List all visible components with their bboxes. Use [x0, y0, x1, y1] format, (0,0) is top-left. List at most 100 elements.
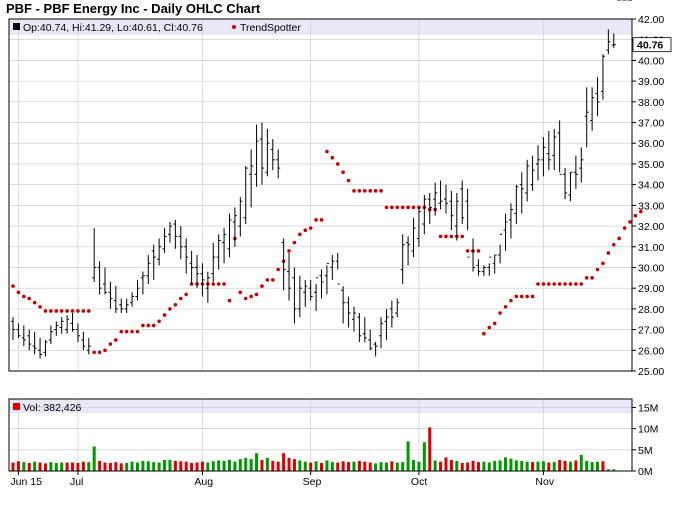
- ohlc-bar: [297, 275, 302, 318]
- volume-bar: [163, 459, 167, 471]
- ohlc-bar: [384, 308, 389, 340]
- ohlc-bar: [406, 236, 411, 266]
- volume-bar: [433, 460, 437, 471]
- trendspotter-point: [482, 331, 486, 336]
- trendspotter-point: [368, 189, 373, 193]
- ohlc-bar: [173, 219, 178, 249]
- volume-bar: [374, 463, 378, 471]
- volume-bar: [504, 457, 508, 471]
- ohlc-bar: [227, 213, 232, 258]
- volume-bar: [60, 462, 64, 471]
- ohlc-bar: [11, 317, 15, 340]
- ohlc-bar: [389, 300, 394, 328]
- volume-tick-label: 5M: [638, 445, 653, 457]
- trendspotter-point: [357, 189, 362, 193]
- volume-tick-label: 15M: [638, 402, 658, 414]
- trendspotter-point: [157, 319, 161, 324]
- trendspotter-point: [362, 189, 367, 193]
- ohlc-bar: [579, 147, 584, 183]
- volume-bar: [563, 460, 567, 471]
- volume-tick-label: 0M: [638, 466, 653, 478]
- ohlc-bar: [498, 233, 503, 264]
- volume-bar: [265, 457, 269, 471]
- trendspotter-point: [411, 205, 416, 210]
- trendspotter-point: [124, 329, 129, 334]
- volume-bar: [428, 427, 432, 471]
- volume-bar: [206, 462, 210, 471]
- trendspotter-point: [189, 282, 194, 286]
- volume-bar: [98, 460, 102, 471]
- trendspotter-point: [27, 296, 32, 301]
- trendspotter-point: [270, 278, 275, 282]
- ohlc-bar: [400, 234, 405, 285]
- ohlc-bar: [205, 271, 210, 303]
- trendspotter-point: [563, 282, 567, 286]
- ohlc-bar: [416, 207, 421, 247]
- ohlc-bar: [92, 228, 97, 282]
- trendspotter-point: [492, 321, 497, 326]
- trendspotter-point: [584, 276, 589, 280]
- volume-bar: [406, 441, 410, 471]
- volume-bar: [33, 461, 37, 471]
- trendspotter-point: [54, 309, 59, 313]
- ohlc-bar: [319, 269, 324, 299]
- price-tick-label: 25.00: [638, 366, 664, 378]
- ohlc-bar: [351, 306, 356, 332]
- trendspotter-point: [103, 348, 107, 353]
- ohlc-bar: [270, 139, 275, 171]
- ohlc-bar: [130, 292, 135, 307]
- volume-bar: [395, 462, 399, 471]
- trendspotter-point: [173, 302, 178, 307]
- ohlc-bar: [395, 298, 400, 318]
- ohlc-bar: [341, 286, 346, 324]
- price-tick-label: 33.00: [638, 200, 664, 212]
- volume-bar: [585, 460, 589, 471]
- ohlc-bar: [460, 180, 465, 224]
- volume-bar: [368, 462, 372, 471]
- price-legend-swatch: [13, 23, 20, 30]
- trendspotter-point: [168, 307, 172, 311]
- ohlc-bar: [146, 255, 151, 285]
- ohlc-bar: [43, 339, 48, 357]
- trendspotter-point: [32, 300, 37, 305]
- ohlc-bar: [124, 298, 129, 314]
- price-plot-border: [8, 18, 633, 372]
- ohlc-bar: [135, 279, 140, 301]
- volume-bar: [92, 446, 96, 471]
- trendspotter-point: [314, 218, 318, 222]
- volume-bar: [71, 462, 75, 471]
- volume-bar: [179, 461, 183, 471]
- trendspotter-point: [130, 329, 134, 334]
- ohlc-bar: [519, 172, 524, 214]
- ohlc-bar: [21, 325, 26, 347]
- trendspotter-point: [639, 209, 643, 214]
- ohlc-bar: [438, 180, 443, 210]
- volume-bar: [357, 460, 361, 471]
- trendspotter-point: [65, 309, 69, 313]
- volume-bar: [330, 462, 334, 471]
- trendspotter-point: [622, 226, 627, 230]
- volume-bar: [217, 460, 221, 471]
- trendspotter-point: [43, 309, 48, 313]
- ohlc-bar: [200, 263, 205, 297]
- volume-bar: [417, 461, 421, 471]
- volume-bar: [227, 459, 231, 471]
- trendspotter-point: [141, 323, 145, 328]
- volume-bar: [520, 460, 524, 471]
- volume-bar: [292, 459, 296, 471]
- volume-bar: [568, 461, 572, 471]
- volume-bar: [38, 462, 42, 471]
- volume-bar: [379, 462, 383, 471]
- ohlc-bar: [368, 329, 373, 351]
- price-tick-label: 31.00: [638, 242, 664, 254]
- trendspotter-point: [530, 294, 535, 299]
- ohlc-bar: [259, 122, 264, 185]
- volume-bar: [11, 462, 15, 471]
- trendspotter-point: [514, 294, 519, 299]
- ohlc-bar: [590, 87, 595, 131]
- volume-bar: [536, 461, 540, 471]
- trendspotter-point: [319, 218, 324, 222]
- trendspotter-point: [114, 338, 118, 342]
- ohlc-bar: [157, 238, 162, 266]
- price-tick-label: 38.00: [638, 97, 664, 109]
